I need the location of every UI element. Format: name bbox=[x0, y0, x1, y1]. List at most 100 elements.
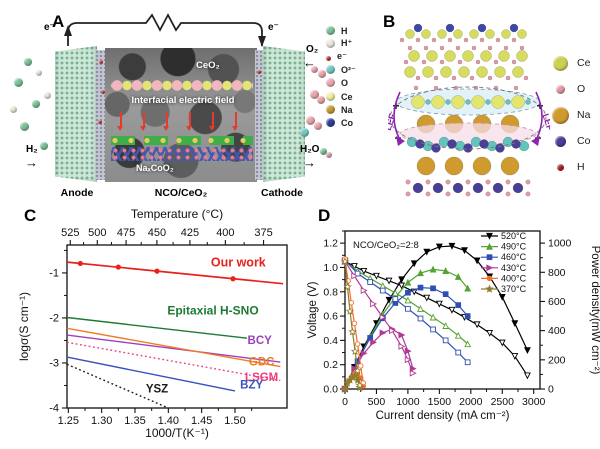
legend-item: Na bbox=[326, 103, 356, 116]
atom-icon bbox=[326, 78, 335, 88]
atom-icon bbox=[326, 55, 331, 61]
legend-item: Co bbox=[550, 128, 590, 154]
svg-text:1.45: 1.45 bbox=[191, 415, 212, 427]
panel-c-chart: Temperature (°C) 525 500 475 450 425 400 375 1.2… bbox=[17, 207, 288, 440]
svg-text:475: 475 bbox=[117, 227, 135, 239]
naxcoo2-lattice bbox=[111, 147, 253, 161]
molecule-sphere bbox=[44, 92, 51, 99]
molecule-sphere bbox=[320, 148, 327, 155]
particle-legend: H H⁺ e⁻ O²⁻ O Ce Na Co bbox=[326, 24, 356, 130]
plus-sign: + bbox=[392, 99, 399, 113]
ratio-annotation: NCO/CeO₂=2:8 bbox=[353, 240, 419, 251]
naxcoo2-label: NaₓCoO₂ bbox=[136, 163, 174, 173]
atom-icon bbox=[326, 117, 335, 127]
molecule-sphere bbox=[326, 152, 332, 158]
x-axis-label: Current density (mA cm⁻²) bbox=[376, 410, 510, 422]
field-arrow-icon bbox=[185, 112, 194, 131]
atom-icon bbox=[552, 55, 568, 71]
ceo2-label: CeO₂ bbox=[196, 60, 220, 71]
y-axis-label: logσ(S cm⁻¹) bbox=[17, 292, 31, 361]
atom-icon bbox=[326, 91, 335, 101]
field-arrow-icon bbox=[162, 112, 171, 131]
molecule-sphere bbox=[36, 70, 42, 76]
external-circuit-icon bbox=[64, 13, 266, 47]
series-label: BZY bbox=[240, 380, 263, 392]
molecule-sphere bbox=[257, 70, 261, 74]
left-axis-label: Voltage (V) bbox=[307, 281, 319, 338]
interface-platelets bbox=[111, 136, 253, 145]
h2-label: H₂ bbox=[26, 144, 38, 155]
anode-slab bbox=[55, 46, 97, 182]
svg-text:200: 200 bbox=[548, 354, 566, 366]
series-label: Epitaxial H-SNO bbox=[167, 303, 258, 317]
svg-text:1.30: 1.30 bbox=[91, 415, 112, 427]
svg-text:1000: 1000 bbox=[548, 238, 572, 250]
electron-label-right: e⁻ bbox=[268, 22, 279, 33]
svg-text:0: 0 bbox=[342, 396, 348, 408]
atom-icon bbox=[551, 106, 569, 124]
legend-label: H⁺ bbox=[341, 38, 353, 49]
top-axis-label: Temperature (°C) bbox=[131, 207, 223, 221]
svg-text:1.25: 1.25 bbox=[58, 415, 79, 427]
legend-item: Ce bbox=[550, 50, 590, 76]
cathode-current-collector bbox=[255, 50, 264, 180]
panel-d-chart: 0 500 1000 1500 2000 2500 30000.00.20.40.60.81… bbox=[307, 230, 600, 422]
cathode-slab bbox=[263, 46, 305, 182]
h2o-label: H₂O bbox=[300, 144, 320, 155]
svg-text:400: 400 bbox=[548, 325, 566, 337]
legend-label: H bbox=[577, 161, 585, 173]
svg-text:0.8: 0.8 bbox=[323, 286, 338, 298]
series-label: YSZ bbox=[146, 384, 168, 396]
legend-item: Ce bbox=[326, 90, 356, 103]
molecule-sphere bbox=[101, 90, 105, 94]
plus-sign: + bbox=[536, 99, 543, 113]
series-label: LSGM bbox=[245, 372, 278, 384]
panel-a-label: A bbox=[52, 12, 65, 31]
legend-item: H bbox=[326, 24, 356, 37]
svg-text:1.35: 1.35 bbox=[124, 415, 145, 427]
svg-text:-4: -4 bbox=[49, 403, 59, 415]
legend-label: Ce bbox=[341, 91, 353, 102]
svg-text:-2: -2 bbox=[49, 312, 59, 324]
legend-item: Na bbox=[550, 102, 590, 128]
o2-label: O₂ bbox=[306, 44, 319, 55]
atom-legend: Ce O Na Co H bbox=[550, 50, 590, 180]
svg-text:2000: 2000 bbox=[459, 396, 483, 408]
svg-text:600: 600 bbox=[548, 296, 566, 308]
legend-label: H bbox=[341, 25, 348, 36]
svg-text:0: 0 bbox=[548, 384, 554, 396]
molecule-sphere bbox=[32, 100, 40, 108]
atom-icon bbox=[555, 84, 565, 94]
svg-text:1000: 1000 bbox=[396, 396, 420, 408]
molecule-sphere bbox=[99, 60, 103, 64]
svg-text:425: 425 bbox=[181, 227, 199, 239]
panel-c-label: C bbox=[24, 206, 37, 225]
svg-text:3000: 3000 bbox=[522, 396, 546, 408]
legend-item: H bbox=[550, 154, 590, 180]
svg-text:500: 500 bbox=[368, 396, 386, 408]
legend-item: Co bbox=[326, 116, 356, 129]
legend-label: Ce bbox=[577, 57, 591, 69]
field-arrow-icon bbox=[231, 112, 240, 131]
molecule-sphere bbox=[310, 90, 319, 99]
molecule-sphere bbox=[98, 120, 102, 124]
svg-text:2500: 2500 bbox=[491, 396, 515, 408]
legend-entry: 430°C bbox=[501, 263, 527, 273]
ceo2-interface-spheres bbox=[111, 79, 253, 92]
lef-label: LEF bbox=[540, 112, 550, 132]
membrane-label: NCO/CeO₂ bbox=[154, 187, 208, 199]
legend-entry: 460°C bbox=[501, 252, 527, 262]
atom-icon bbox=[554, 135, 566, 147]
svg-text:0.4: 0.4 bbox=[323, 335, 338, 347]
legend-label: O bbox=[577, 83, 586, 95]
svg-text:1.40: 1.40 bbox=[158, 415, 179, 427]
panel-b-label: B bbox=[383, 12, 396, 31]
molecule-sphere bbox=[311, 66, 318, 73]
molecule-sphere bbox=[300, 128, 309, 137]
anode-label: Anode bbox=[60, 187, 94, 199]
legend-entry: 520°C bbox=[501, 231, 527, 241]
legend-item: O²⁻ bbox=[326, 64, 356, 77]
svg-text:1.0: 1.0 bbox=[323, 262, 338, 274]
field-arrow-icon bbox=[139, 112, 148, 131]
atom-icon bbox=[556, 163, 564, 171]
